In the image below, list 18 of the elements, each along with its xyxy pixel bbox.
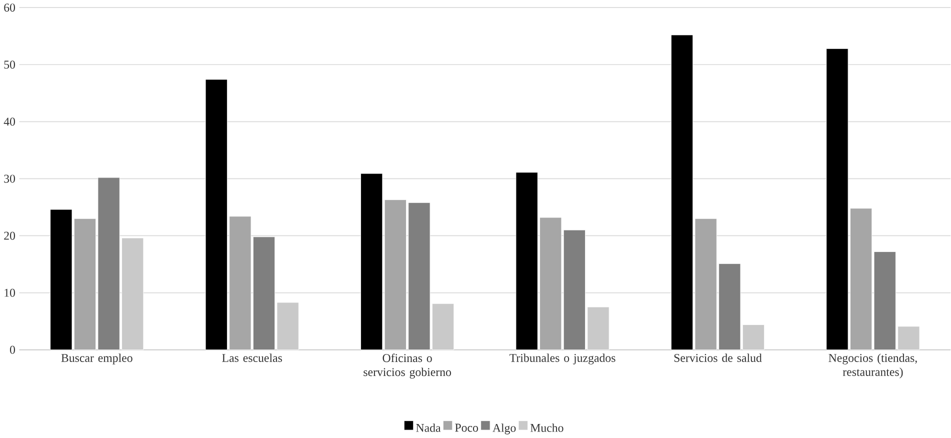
- y-tick-label: 40: [4, 118, 16, 126]
- y-tick-label: 0: [10, 346, 16, 354]
- bar: [360, 173, 383, 350]
- y-tick-label: 50: [4, 60, 16, 69]
- legend-label: Poco: [455, 424, 478, 432]
- x-tick-label: Negocios (tiendas, restaurantes): [828, 354, 917, 379]
- x-tick-label: Oficinas o servicios gobierno: [364, 354, 452, 379]
- legend-label: Algo: [492, 424, 516, 434]
- y-tick-label: 60: [4, 4, 16, 12]
- x-tick-label: Las escuelas: [222, 354, 282, 362]
- x-tick-label: Servicios de salud: [674, 354, 762, 362]
- x-tick-label: Buscar empleo: [61, 354, 132, 364]
- y-tick-label: 20: [4, 232, 16, 240]
- x-tick-label: Tribunales o juzgados: [510, 354, 616, 365]
- legend-label: Nada: [416, 424, 441, 432]
- legend-label: Mucho: [530, 424, 564, 432]
- y-tick-label: 10: [4, 288, 16, 297]
- y-tick-label: 30: [4, 174, 16, 183]
